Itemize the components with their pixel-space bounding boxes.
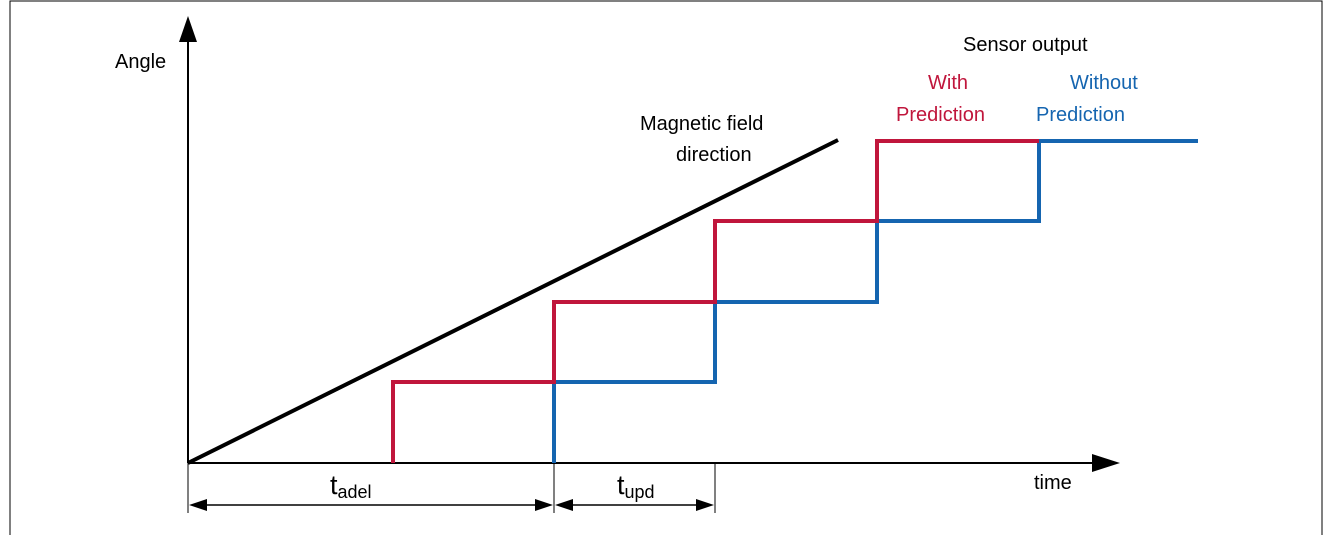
t-adel-label: tadel bbox=[330, 470, 372, 502]
adel-arrow-right bbox=[535, 499, 553, 511]
t-adel-subscript: adel bbox=[338, 482, 372, 502]
adel-arrow-left bbox=[189, 499, 207, 511]
legend-without-line2: Prediction bbox=[1036, 104, 1125, 126]
upd-arrow-left bbox=[555, 499, 573, 511]
without-prediction-step-line bbox=[552, 139, 1198, 463]
t-upd-subscript: upd bbox=[625, 482, 655, 502]
legend-with-line2: Prediction bbox=[896, 104, 985, 126]
magnetic-field-line bbox=[187, 138, 839, 465]
with-prediction-step-line bbox=[391, 139, 1039, 463]
legend-with-line1: With bbox=[928, 72, 968, 94]
y-axis-arrow bbox=[179, 16, 197, 42]
field-label-line1: Magnetic field bbox=[640, 113, 763, 135]
legend-title: Sensor output bbox=[963, 34, 1088, 56]
x-axis-label: time bbox=[1034, 472, 1072, 494]
t-upd-main: t bbox=[617, 470, 625, 500]
t-adel-main: t bbox=[330, 470, 338, 500]
field-label-line2: direction bbox=[676, 144, 752, 166]
y-axis-label: Angle bbox=[115, 51, 166, 73]
figure-border bbox=[9, 0, 1323, 535]
upd-arrow-right bbox=[696, 499, 714, 511]
t-upd-label: tupd bbox=[617, 470, 655, 502]
x-axis-arrow bbox=[1092, 454, 1120, 472]
legend-without-line1: Without bbox=[1070, 72, 1138, 94]
